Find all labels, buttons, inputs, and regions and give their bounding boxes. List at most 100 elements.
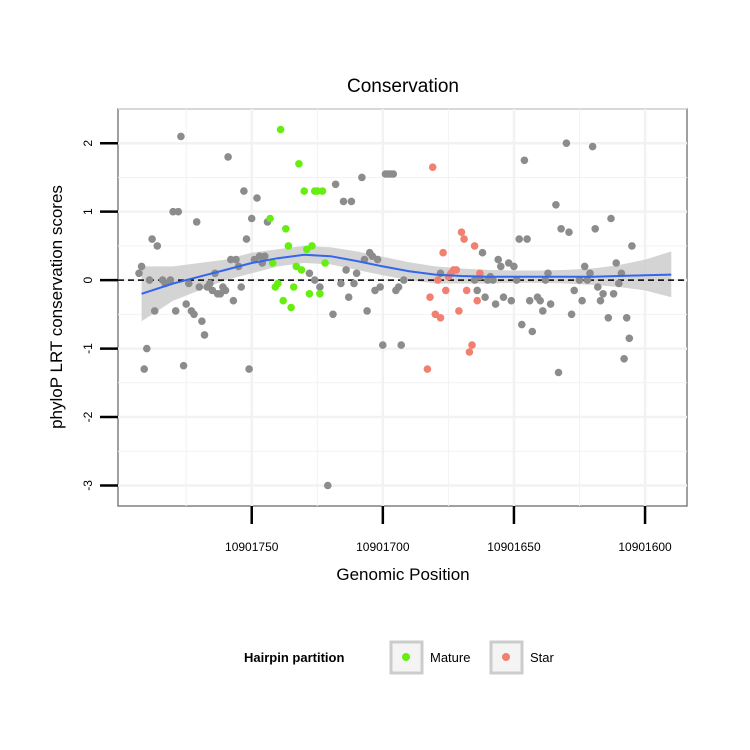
data-point-other: [358, 173, 366, 182]
data-point-other: [552, 201, 560, 209]
data-point-other: [253, 194, 261, 202]
data-point-mature: [268, 259, 277, 267]
data-point-other: [491, 300, 500, 308]
data-point-other: [620, 355, 628, 363]
data-point-mature: [297, 266, 306, 274]
data-point-star: [476, 269, 484, 278]
data-point-other: [255, 252, 264, 260]
data-point-other: [478, 248, 487, 257]
data-points: [135, 125, 636, 490]
data-point-other: [177, 132, 185, 141]
y-tick-label: 2: [81, 140, 95, 147]
data-point-other: [305, 269, 314, 278]
data-point-other: [329, 310, 337, 319]
data-point-other: [352, 269, 361, 278]
y-tick-label: -3: [81, 480, 95, 491]
x-axis-title: Genomic Position: [336, 565, 469, 584]
y-tick-label: -2: [81, 411, 95, 422]
data-point-other: [615, 279, 623, 288]
data-point-other: [229, 296, 238, 305]
data-point-other: [497, 262, 505, 271]
data-point-other: [174, 207, 183, 216]
data-point-other: [237, 283, 245, 291]
data-point-other: [324, 481, 332, 490]
data-point-star: [470, 242, 479, 250]
data-point-other: [528, 327, 537, 336]
data-point-star: [423, 365, 432, 373]
x-tick-label: 10901650: [487, 540, 541, 554]
y-tick-label: 0: [81, 276, 95, 283]
data-point-other: [195, 283, 204, 291]
data-point-mature: [274, 279, 282, 288]
data-point-other: [153, 242, 162, 250]
data-point-other: [604, 314, 613, 322]
data-point-other: [261, 252, 269, 260]
data-point-other: [376, 283, 385, 291]
data-point-other: [625, 334, 634, 343]
data-point-star: [462, 286, 471, 295]
data-point-other: [612, 259, 620, 267]
data-point-other: [179, 361, 188, 370]
data-point-star: [439, 248, 447, 257]
data-point-mature: [284, 242, 293, 250]
data-point-other: [145, 276, 154, 284]
data-point-other: [394, 283, 403, 291]
data-point-mature: [282, 225, 290, 233]
legend-title: Hairpin partition: [244, 650, 344, 665]
legend: Hairpin partition Mature Star: [244, 640, 555, 675]
data-point-mature: [300, 187, 309, 195]
data-point-mature: [266, 214, 274, 223]
data-point-star: [428, 163, 437, 171]
x-tick-label: 10901700: [356, 540, 410, 554]
chart-title: Conservation: [347, 76, 459, 97]
data-point-other: [599, 290, 607, 298]
smooth-line: [141, 253, 672, 295]
data-point-other: [578, 296, 586, 305]
data-point-other: [575, 276, 584, 284]
data-point-mature: [289, 283, 298, 291]
data-point-star: [460, 235, 468, 243]
data-point-other: [379, 341, 387, 349]
x-tick-label: 10901600: [618, 540, 672, 554]
data-point-other: [525, 296, 534, 305]
data-point-other: [596, 296, 605, 305]
data-point-star: [455, 307, 463, 315]
data-point-other: [397, 341, 406, 349]
data-point-other: [310, 276, 319, 284]
data-point-other: [344, 293, 353, 302]
legend-key-star: [489, 640, 524, 675]
data-point-other: [622, 314, 631, 322]
data-point-other: [135, 269, 143, 278]
data-point-other: [557, 225, 565, 233]
data-point-other: [192, 218, 201, 226]
data-point-other: [389, 170, 398, 178]
legend-swatch-mature: [402, 653, 410, 661]
data-point-other: [565, 228, 573, 236]
data-point-other: [200, 331, 209, 339]
data-point-mature: [276, 125, 285, 134]
data-point-other: [363, 307, 371, 315]
data-point-star: [457, 228, 466, 236]
data-point-mature: [287, 303, 295, 312]
data-point-other: [541, 276, 550, 284]
legend-label-star: Star: [530, 650, 555, 665]
data-point-other: [140, 365, 148, 373]
data-point-other: [400, 276, 408, 284]
data-point-other: [494, 255, 503, 264]
data-point-mature: [316, 290, 324, 298]
data-point-other: [347, 197, 356, 206]
data-point-mature: [308, 242, 316, 250]
data-point-other: [227, 255, 235, 264]
y-axis-title: phyloP LRT conservation scores: [47, 185, 66, 429]
data-point-other: [337, 279, 345, 288]
data-point-other: [331, 180, 340, 189]
data-point-other: [247, 214, 256, 223]
data-point-other: [510, 262, 518, 271]
smooth-curve: [141, 253, 672, 295]
data-point-other: [245, 365, 253, 373]
x-tick-label: 10901750: [225, 540, 279, 554]
data-point-other: [588, 142, 597, 151]
data-point-other: [546, 300, 555, 308]
data-point-other: [240, 187, 248, 195]
